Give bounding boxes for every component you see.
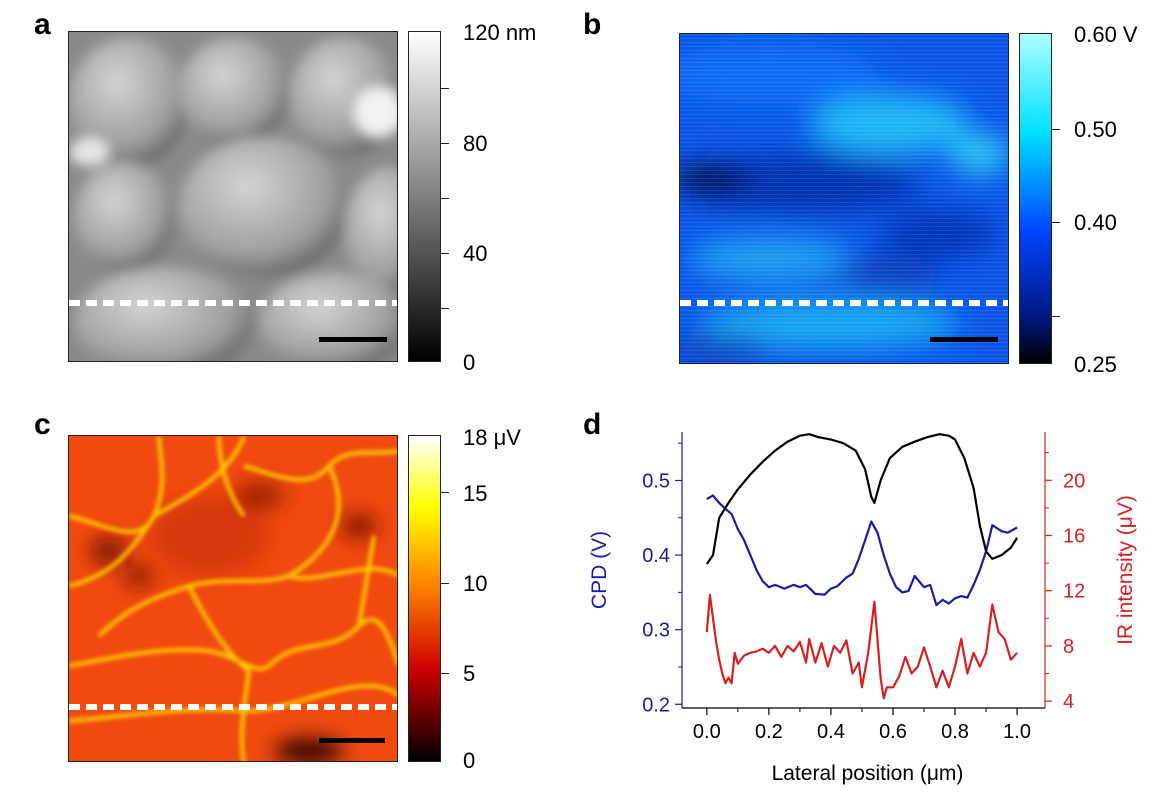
y-right-tick-label: 4 — [1063, 691, 1074, 713]
panel-label-d: d — [583, 408, 602, 441]
y-right-tick-label: 12 — [1063, 581, 1085, 603]
colorbar-c-max: 18 μV — [463, 425, 521, 450]
series-line-0 — [706, 494, 1018, 607]
y-left-tick-label: 0.2 — [642, 694, 670, 716]
y-left-axis-label: CPD (V) — [588, 531, 611, 609]
cpd-map — [679, 33, 1009, 364]
colorbar-c-tick: 15 — [463, 481, 488, 506]
colorbar-ir — [408, 435, 441, 762]
colorbar-c-tick: 5 — [463, 661, 476, 686]
y-right-tick-label: 16 — [1063, 526, 1085, 548]
series-line-2 — [705, 593, 1018, 700]
ir-map — [68, 435, 398, 762]
scale-bar — [319, 337, 387, 342]
colorbar-b-max: 0.60 V — [1074, 22, 1138, 47]
colorbar-b-tick: 0.50 — [1074, 117, 1117, 142]
x-tick-label: 0.4 — [817, 721, 845, 743]
panel-label-a: a — [34, 8, 51, 41]
y-right-axis-label: IR intensity (μV) — [1114, 495, 1137, 645]
scale-bar — [319, 738, 385, 743]
colorbar-a-tick: 80 — [463, 131, 488, 156]
panel-label-c: c — [34, 408, 51, 441]
colorbar-a-tick: 40 — [463, 241, 488, 266]
y-left-tick-label: 0.5 — [642, 470, 670, 492]
cpd-image — [680, 34, 1008, 363]
colorbar-cpd — [1019, 33, 1052, 364]
colorbar-a-min: 0 — [463, 350, 476, 375]
x-tick-label: 0.0 — [693, 721, 721, 743]
colorbar-c-tick: 10 — [463, 571, 488, 596]
y-right-tick-label: 20 — [1063, 470, 1085, 492]
x-axis-label: Lateral position (μm) — [772, 762, 964, 785]
x-tick-label: 0.8 — [941, 721, 969, 743]
scale-bar — [930, 337, 998, 342]
colorbar-height — [408, 31, 441, 362]
topography-image — [69, 32, 397, 361]
x-tick-label: 1.0 — [1003, 721, 1031, 743]
x-tick-label: 0.6 — [879, 721, 907, 743]
profile-line — [69, 300, 397, 306]
x-tick-label: 0.2 — [755, 721, 783, 743]
topography-map — [68, 31, 398, 362]
colorbar-b-tick: 0.40 — [1074, 210, 1117, 235]
y-left-tick-label: 0.3 — [642, 620, 670, 642]
colorbar-b-min: 0.25 — [1074, 352, 1117, 377]
colorbar-a-max: 120 nm — [463, 20, 537, 45]
y-left-tick-label: 0.4 — [642, 545, 670, 567]
panel-label-b: b — [583, 8, 602, 41]
colorbar-c-min: 0 — [463, 748, 476, 773]
profile-line — [69, 704, 397, 710]
y-right-tick-label: 8 — [1063, 636, 1074, 658]
series-line-1 — [705, 433, 1019, 565]
profile-line — [680, 300, 1008, 306]
